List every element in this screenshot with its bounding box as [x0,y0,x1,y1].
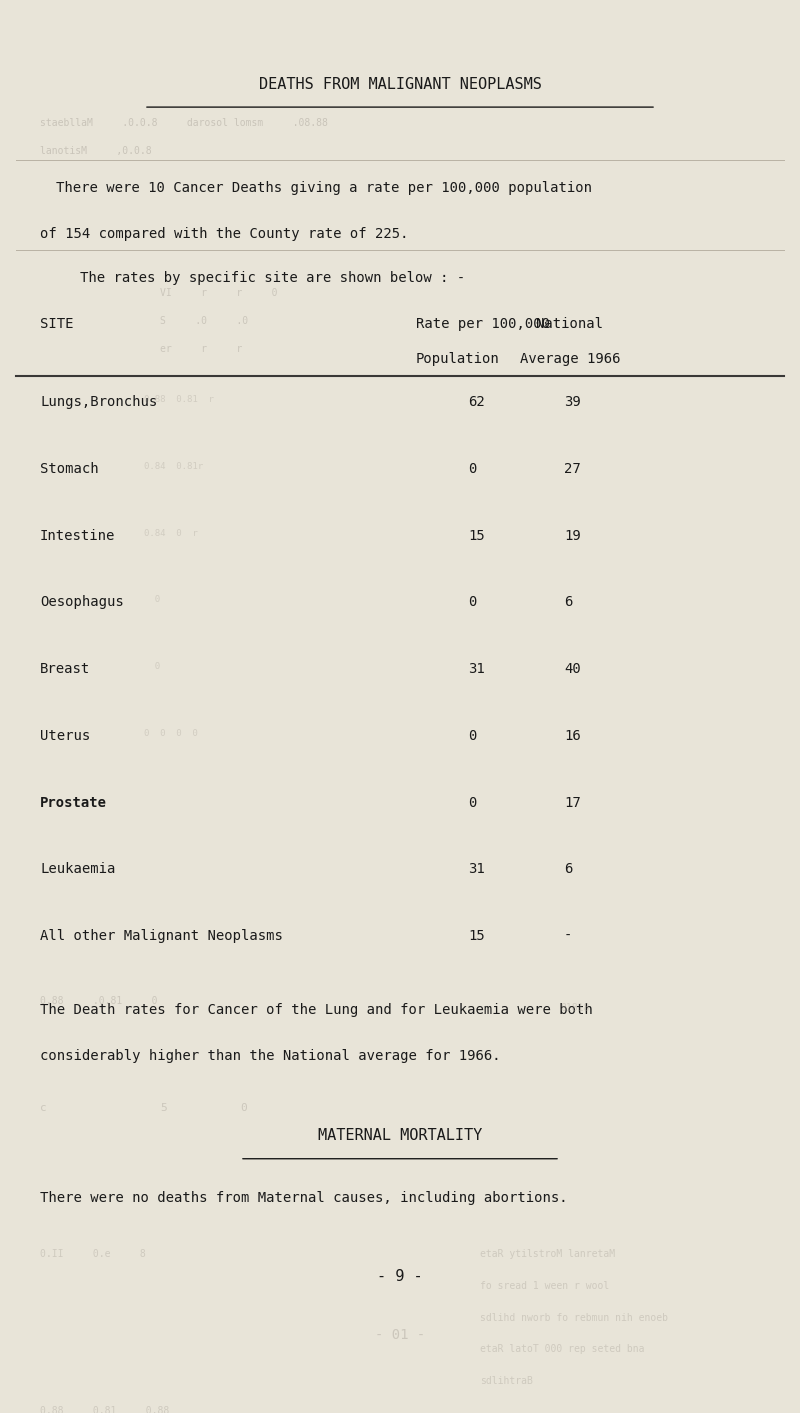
Text: of 154 compared with the County rate of 225.: of 154 compared with the County rate of … [40,226,409,240]
Text: Intestine: Intestine [40,528,115,543]
Text: - 9 -: - 9 - [377,1269,423,1283]
Text: lanotisM     ,0.0.8: lanotisM ,0.0.8 [40,146,304,155]
Text: 0.84  0.81r: 0.84 0.81r [144,462,203,471]
Text: All other Malignant Neoplasms: All other Malignant Neoplasms [40,930,283,944]
Text: Uterus: Uterus [40,729,90,743]
Text: Population: Population [416,352,500,366]
Text: 0: 0 [468,595,476,609]
Text: - 01 -: - 01 - [375,1328,425,1342]
Text: 62: 62 [468,396,485,408]
Text: 0: 0 [468,729,476,743]
Text: 15: 15 [468,528,485,543]
Text: Lungs,Bronchus: Lungs,Bronchus [40,396,158,408]
Text: 6: 6 [564,862,572,876]
Text: 39: 39 [564,396,581,408]
Text: 31: 31 [468,663,485,677]
Text: 17: 17 [564,796,581,810]
Text: SITE: SITE [40,317,74,331]
Text: 0.84  0  r: 0.84 0 r [144,528,198,537]
Text: 0.88     .0.81     0: 0.88 .0.81 0 [40,996,158,1006]
Text: 0: 0 [240,1104,246,1113]
Text: 81818: 81818 [560,1003,590,1013]
Text: Average 1966: Average 1966 [520,352,621,366]
Text: The rates by specific site are shown below : -: The rates by specific site are shown bel… [80,271,466,285]
Text: 0: 0 [468,796,476,810]
Text: 0.88     0.81     0.88: 0.88 0.81 0.88 [40,1406,170,1413]
Text: er     r     r: er r r [160,343,242,353]
Text: 0.II     0.e     8: 0.II 0.e 8 [40,1249,146,1259]
Text: MATERNAL MORTALITY: MATERNAL MORTALITY [318,1128,482,1143]
Text: 6: 6 [564,595,572,609]
Text: National: National [536,317,603,331]
Text: S     .0     .0: S .0 .0 [160,315,248,326]
Text: Breast: Breast [40,663,90,677]
Text: Oesophagus: Oesophagus [40,595,124,609]
Text: fo sread 1 ween r wool: fo sread 1 ween r wool [480,1282,610,1291]
Text: Prostate: Prostate [40,796,107,810]
Text: There were no deaths from Maternal causes, including abortions.: There were no deaths from Maternal cause… [40,1191,568,1205]
Text: 31: 31 [468,862,485,876]
Text: 5: 5 [160,1104,166,1113]
Text: Stomach: Stomach [40,462,98,476]
Text: 15: 15 [468,930,485,944]
Text: 16: 16 [564,729,581,743]
Text: 19: 19 [564,528,581,543]
Text: etaR latoT 000 rep seted bna: etaR latoT 000 rep seted bna [480,1344,645,1354]
Text: There were 10 Cancer Deaths giving a rate per 100,000 population: There were 10 Cancer Deaths giving a rat… [56,181,592,195]
Text: considerably higher than the National average for 1966.: considerably higher than the National av… [40,1048,501,1063]
Text: 0: 0 [144,595,160,605]
Text: sdlihd nworb fo rebmun nih enoeb: sdlihd nworb fo rebmun nih enoeb [480,1313,668,1323]
Text: sdlihtraB: sdlihtraB [480,1376,533,1386]
Text: c: c [40,1104,46,1113]
Text: etaR ytilstroM lanretaM: etaR ytilstroM lanretaM [480,1249,615,1259]
Text: 0.88  0.81  r: 0.88 0.81 r [144,396,214,404]
Text: 0  0  0  0: 0 0 0 0 [144,729,198,738]
Text: -: - [564,930,572,944]
Text: Rate per 100,000: Rate per 100,000 [416,317,550,331]
Text: DEATHS FROM MALIGNANT NEOPLASMS: DEATHS FROM MALIGNANT NEOPLASMS [258,76,542,92]
Text: 0: 0 [144,663,160,671]
Text: VI     r     r     0: VI r r 0 [160,288,278,298]
Text: staebllaM     .0.0.8     darosol lomsm     .08.88: staebllaM .0.0.8 darosol lomsm .08.88 [40,119,328,129]
Text: 40: 40 [564,663,581,677]
Text: The Death rates for Cancer of the Lung and for Leukaemia were both: The Death rates for Cancer of the Lung a… [40,1003,593,1017]
Text: 27: 27 [564,462,581,476]
Text: Leukaemia: Leukaemia [40,862,115,876]
Text: 0: 0 [468,462,476,476]
